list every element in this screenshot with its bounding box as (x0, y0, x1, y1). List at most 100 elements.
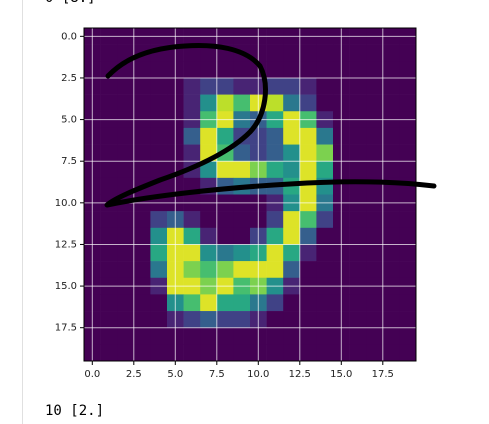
heatmap-cell (216, 161, 234, 179)
heatmap-cell (399, 244, 417, 262)
heatmap-cell (200, 227, 218, 245)
heatmap-cell (233, 61, 251, 79)
heatmap-cell (349, 161, 367, 179)
heatmap-cell (366, 61, 384, 79)
heatmap-cell (299, 211, 317, 229)
heatmap-cell (382, 61, 400, 79)
heatmap-cell (399, 77, 417, 95)
heatmap-cell (183, 127, 201, 145)
heatmap-cell (117, 161, 135, 179)
heatmap-cell (133, 261, 151, 279)
heatmap-cell (216, 127, 234, 145)
heatmap-cell (150, 77, 168, 95)
heatmap-cell (133, 127, 151, 145)
heatmap-cell (200, 211, 218, 229)
heatmap-cell (399, 61, 417, 79)
heatmap-cell (100, 344, 118, 362)
heatmap-cell (316, 327, 334, 345)
heatmap-cell (133, 244, 151, 262)
heatmap-cell (382, 327, 400, 345)
heatmap-cell (233, 211, 251, 229)
heatmap-cell (216, 311, 234, 328)
heatmap-cell (399, 311, 417, 328)
heatmap-cell (382, 77, 400, 95)
heatmap-cell (266, 144, 284, 162)
heatmap-cell (283, 144, 301, 162)
heatmap-cell (100, 44, 118, 62)
heatmap-cell (216, 94, 234, 112)
heatmap-cell (382, 311, 400, 328)
heatmap-cell (200, 327, 218, 345)
heatmap-cell (216, 244, 234, 262)
heatmap-cell (399, 127, 417, 145)
heatmap-cell (183, 294, 201, 312)
heatmap-cell (183, 261, 201, 279)
heatmap-cell (266, 294, 284, 312)
heatmap-cell (299, 344, 317, 362)
heatmap-cell (200, 294, 218, 312)
heatmap-cell (283, 227, 301, 245)
heatmap-cell (349, 244, 367, 262)
heatmap-cell (200, 77, 218, 95)
heatmap-cell (299, 61, 317, 79)
heatmap-cell (150, 127, 168, 145)
heatmap-cell (299, 161, 317, 179)
heatmap-cell (117, 311, 135, 328)
heatmap-cell (349, 144, 367, 162)
heatmap-cell (349, 44, 367, 62)
heatmap-cell (399, 327, 417, 345)
heatmap-cell (283, 94, 301, 112)
heatmap-cell (382, 94, 400, 112)
heatmap-cell (233, 327, 251, 345)
heatmap-cell (133, 61, 151, 79)
heatmap-cell (117, 261, 135, 279)
heatmap-cell (150, 94, 168, 112)
x-tick-label: 12.5 (289, 369, 311, 380)
heatmap-cell (316, 144, 334, 162)
heatmap-cell (299, 44, 317, 62)
heatmap-cell (299, 294, 317, 312)
heatmap-cell (233, 227, 251, 245)
heatmap-cell (349, 294, 367, 312)
heatmap-cell (349, 344, 367, 362)
heatmap-cell (266, 327, 284, 345)
heatmap-cell (233, 244, 251, 262)
heatmap-cell (382, 44, 400, 62)
output-text: 10 [2.] (45, 403, 104, 419)
heatmap-cell (117, 244, 135, 262)
heatmap-cell (399, 161, 417, 179)
heatmap-cell (349, 311, 367, 328)
heatmap-cell (233, 344, 251, 362)
y-tick-label: 0.0 (61, 31, 77, 42)
heatmap-cell (117, 127, 135, 145)
heatmap-cell (133, 211, 151, 229)
heatmap-cell (366, 44, 384, 62)
heatmap-cell (382, 261, 400, 279)
heatmap-cell (299, 244, 317, 262)
heatmap-cell (117, 344, 135, 362)
heatmap-cell (299, 261, 317, 279)
y-tick-label: 10.0 (55, 198, 77, 209)
heatmap-cell (100, 211, 118, 229)
heatmap-cell (316, 44, 334, 62)
heatmap-cell (266, 44, 284, 62)
heatmap-cell (200, 344, 218, 362)
heatmap-cell (349, 94, 367, 112)
heatmap-cell (100, 77, 118, 95)
heatmap-cell (266, 77, 284, 95)
heatmap-cell (117, 327, 135, 345)
heatmap-cell (200, 44, 218, 62)
heatmap-cell (133, 327, 151, 345)
heatmap-cell (316, 344, 334, 362)
heatmap-cell (283, 261, 301, 279)
heatmap-cell (133, 227, 151, 245)
heatmap-cell (382, 161, 400, 179)
hand-drawn-stroke (104, 43, 437, 208)
heatmap-cell (133, 161, 151, 179)
heatmap-cell (200, 127, 218, 145)
heatmap-cell (100, 227, 118, 245)
y-tick-label: 7.5 (61, 156, 77, 167)
heatmap-cell (316, 261, 334, 279)
heatmap-cell (316, 161, 334, 179)
heatmap-cell (216, 327, 234, 345)
